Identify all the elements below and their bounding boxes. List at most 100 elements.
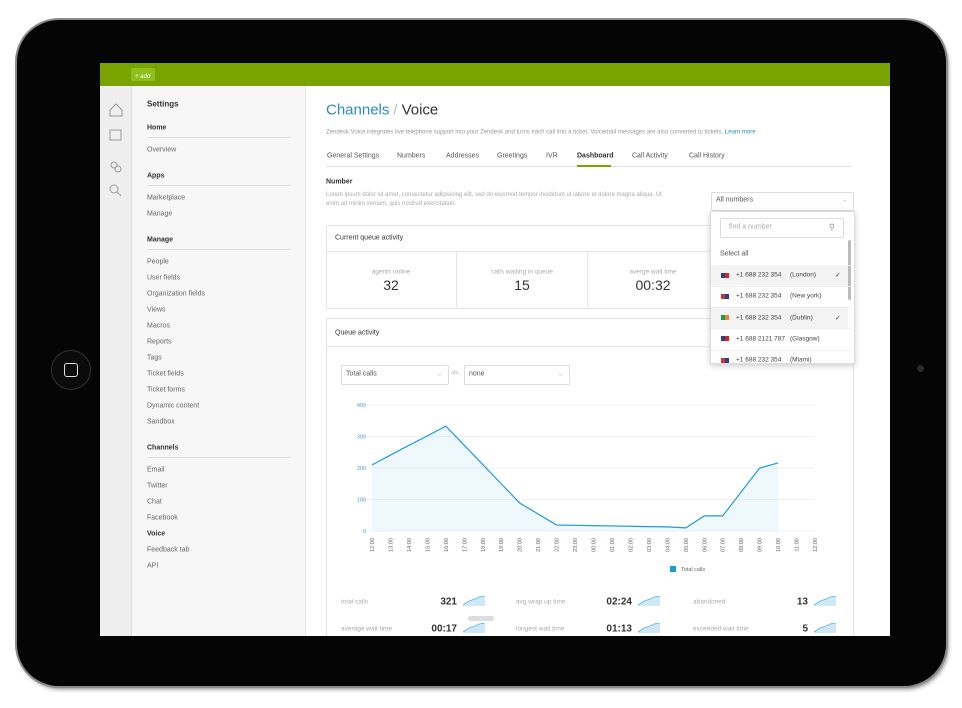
sparkline-icon (638, 623, 660, 633)
sidebar-item[interactable]: Overview (147, 146, 177, 154)
summary-value: 13 (796, 596, 808, 608)
option-number[interactable]: +1 688 232 354 (736, 314, 782, 322)
card-divider (327, 346, 851, 347)
option-number[interactable]: +1 688 232 354 (736, 271, 782, 279)
sidebar-item[interactable]: Organization fields (147, 290, 205, 298)
sidebar-item[interactable]: People (147, 258, 169, 266)
option-divider (711, 328, 851, 330)
sidebar-item[interactable]: Chat (147, 498, 162, 506)
screen: 0 100 200 300 400 12:00 13:00 14:00 15:00 16:00 17… (100, 63, 890, 636)
search-box[interactable] (720, 218, 844, 238)
x-tick-label: 01:00 (610, 538, 616, 552)
add-button-label[interactable]: + add (135, 74, 151, 80)
y-tick-label: 100 (357, 498, 366, 504)
option-divider (711, 349, 851, 351)
tab[interactable]: Addresses (446, 152, 480, 160)
tab[interactable]: Call Activity (632, 152, 668, 160)
sidebar-title: Settings (147, 99, 179, 109)
sidebar-item[interactable]: Facebook (147, 514, 178, 522)
option-city[interactable]: (Miami) (790, 356, 812, 364)
flag-icon (721, 293, 729, 299)
sidebar-item[interactable]: Sandbox (147, 418, 175, 426)
search-placeholder: find a number (729, 223, 772, 231)
summary-label: longest wait time (516, 625, 565, 633)
page-title: Channels / Voice (326, 102, 438, 119)
x-tick-label: 12:00 (370, 538, 376, 552)
search-icon: ⚲ (829, 222, 835, 232)
number-text: Lorem ipsum dolor sit amet, consectetur … (326, 192, 662, 207)
dropdown-selected: All numbers (716, 196, 753, 204)
number-dropdown[interactable] (711, 192, 854, 211)
tab[interactable]: Numbers (397, 152, 426, 160)
summary-label: total calls (341, 598, 369, 606)
home-button[interactable] (51, 350, 91, 390)
x-tick-label: 08:00 (739, 538, 745, 552)
sidebar-item[interactable]: Ticket forms (147, 386, 185, 394)
settings-sidebar (132, 86, 306, 636)
nav-icons (109, 103, 123, 197)
option-number[interactable]: +1 688 232 354 (736, 356, 782, 364)
tickets-icon[interactable] (109, 129, 122, 141)
sidebar-item[interactable]: Manage (147, 210, 173, 218)
option-number[interactable]: +1 688 2121 787 (736, 335, 785, 343)
x-tick-label: 20:00 (518, 538, 524, 552)
option-city[interactable]: (Glasgow) (790, 335, 820, 343)
tab[interactable]: Dashboard (577, 152, 614, 160)
select-all[interactable]: Select all (720, 250, 749, 258)
y-tick-label: 400 (357, 403, 366, 409)
sidebar-item[interactable]: Reports (147, 338, 172, 346)
summary-value: 321 (440, 596, 457, 608)
metric-select[interactable] (341, 365, 449, 385)
option-highlight (711, 307, 848, 328)
tab[interactable]: Call History (689, 152, 725, 160)
sidebar-item[interactable]: User fields (147, 274, 181, 282)
option-city[interactable]: (Dublin) (790, 314, 813, 322)
tab-active-underline (577, 165, 611, 167)
tab[interactable]: Greetings (497, 152, 528, 160)
sidebar-item[interactable]: Twitter (147, 482, 168, 490)
stat-divider (587, 252, 588, 307)
compare-select[interactable] (464, 365, 570, 385)
section-divider (147, 457, 290, 458)
search-icon[interactable] (109, 184, 119, 194)
flag-icon (721, 357, 729, 363)
add-button[interactable] (131, 68, 155, 81)
select-caret: ⌄ (558, 371, 564, 378)
sidebar-item[interactable]: Marketplace (147, 194, 186, 202)
x-tick-label: 22:00 (555, 538, 561, 552)
flag-icon (721, 336, 729, 342)
page-title: Channels (326, 101, 390, 119)
stat-label: averge wait time (629, 268, 677, 276)
sidebar-item[interactable]: Ticket fields (147, 370, 184, 378)
sidebar-item[interactable]: Feedback tab (147, 546, 190, 554)
home-icon[interactable] (109, 103, 123, 117)
users-icon[interactable] (110, 161, 118, 169)
tab[interactable]: IVR (546, 152, 558, 160)
select-caret: ⌄ (437, 371, 443, 378)
x-tick-label: 16:00 (444, 538, 450, 552)
tab[interactable]: General Settings (327, 152, 380, 160)
x-tick-label: 06:00 (702, 538, 708, 552)
sidebar-item[interactable]: API (147, 562, 159, 570)
sidebar-item[interactable]: Macros (147, 322, 170, 330)
sidebar-item[interactable]: Views (147, 306, 166, 314)
stat-divider (456, 252, 457, 307)
summary-value: 00:17 (431, 623, 457, 635)
option-number[interactable]: +1 688 232 354 (736, 292, 782, 300)
x-tick-label: 00:00 (592, 538, 598, 552)
y-tick-label: 200 (357, 466, 366, 472)
sidebar-item[interactable]: Email (147, 466, 165, 474)
x-tick-label: 14:00 (407, 538, 413, 552)
sidebar-item[interactable]: Tags (147, 354, 162, 362)
sidebar-item[interactable]: Dynamic content (147, 402, 200, 410)
sidebar-item[interactable]: Voice (147, 530, 166, 538)
scroll-pill (468, 616, 494, 621)
vs-label: vs (452, 370, 458, 376)
option-city[interactable]: (London) (790, 271, 817, 279)
x-tick-label: 18:00 (481, 538, 487, 552)
x-tick-label: 15:00 (425, 538, 431, 552)
section-heading: Apps (147, 172, 165, 180)
option-city[interactable]: (New york) (790, 292, 822, 300)
learn-more-link[interactable]: Learn more (724, 129, 756, 136)
stat-label: agents online (371, 268, 411, 276)
